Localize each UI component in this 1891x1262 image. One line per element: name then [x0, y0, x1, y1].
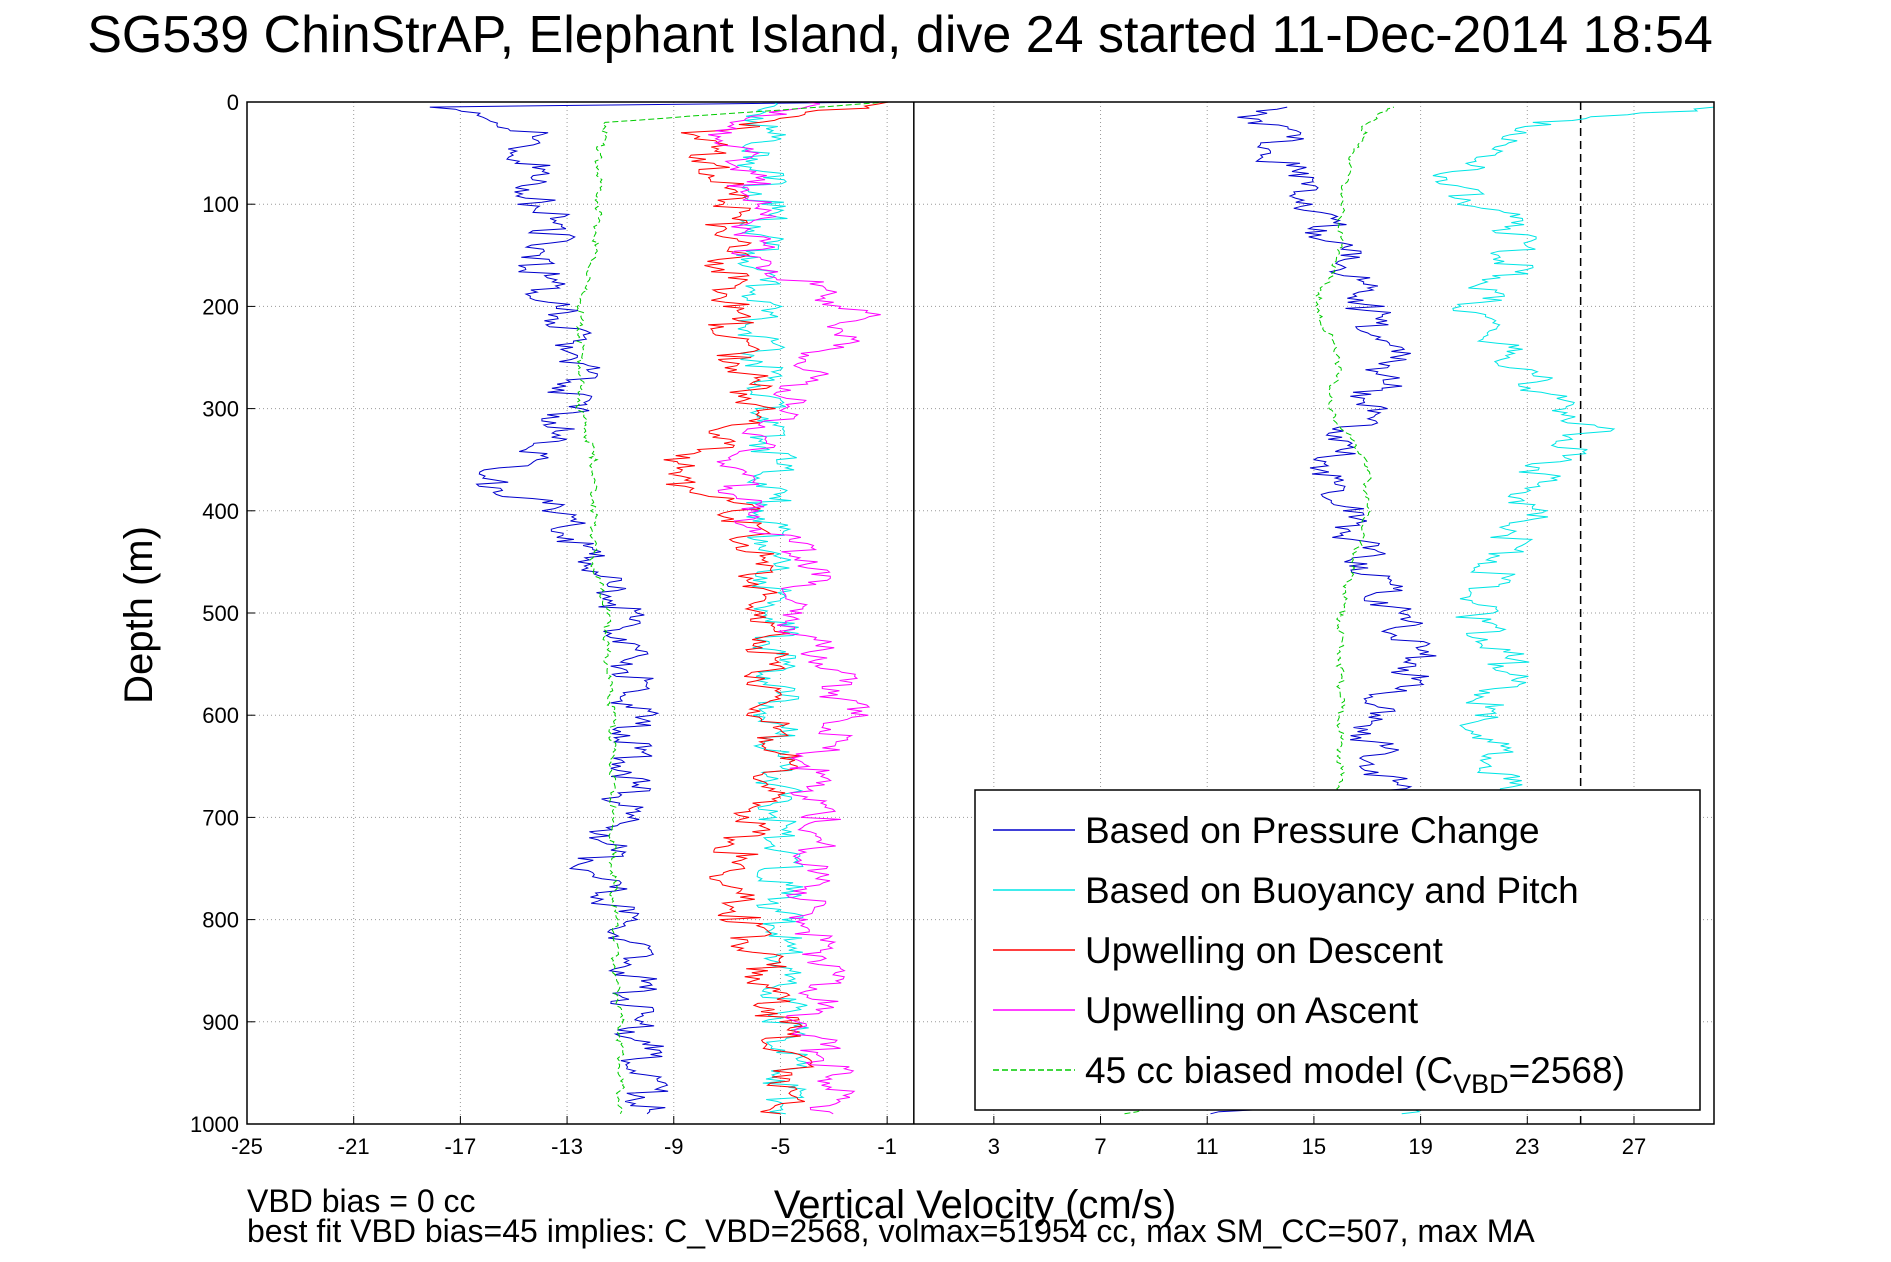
series-line — [575, 101, 888, 1115]
x-axis-label: Vertical Velocity (cm/s) — [774, 1183, 1176, 1227]
y-tick-label: 600 — [202, 703, 239, 728]
x-tick-label: -9 — [664, 1134, 684, 1159]
y-tick-label: 100 — [202, 192, 239, 217]
y-tick-label: 800 — [202, 908, 239, 933]
y-tick-label: 700 — [202, 805, 239, 830]
x-tick-label: -13 — [551, 1134, 583, 1159]
plot-area: -25 -21 -17 -13 -9 -5 -1 3 7 11 15 19 23 270100200300… — [190, 90, 1715, 1159]
x-tick-label: 19 — [1408, 1134, 1432, 1159]
x-tick-label: -17 — [444, 1134, 476, 1159]
x-tick-label: -25 — [231, 1134, 263, 1159]
annotation-vbd-bias: VBD bias = 0 cc — [247, 1183, 476, 1219]
y-tick-label: 0 — [227, 90, 239, 115]
series-line — [708, 101, 881, 1115]
chart-title: SG539 ChinStrAP, Elephant Island, dive 2… — [87, 6, 1713, 64]
x-tick-label: 23 — [1515, 1134, 1539, 1159]
series-line — [429, 101, 892, 1115]
x-tick-label: -21 — [338, 1134, 370, 1159]
annotation-best-fit: best fit VBD bias=45 implies: C_VBD=2568… — [247, 1213, 1535, 1249]
legend-label: Based on Pressure Change — [1085, 810, 1540, 851]
y-tick-label: 1000 — [190, 1112, 239, 1137]
x-tick-label: -1 — [877, 1134, 897, 1159]
y-tick-label: 400 — [202, 499, 239, 524]
legend-box — [974, 789, 1701, 1111]
x-tick-label: 11 — [1196, 1134, 1219, 1159]
y-tick-label: 500 — [202, 601, 239, 626]
series-line — [663, 101, 889, 1115]
y-tick-label: 300 — [202, 397, 239, 422]
x-tick-label: -5 — [771, 1134, 791, 1159]
legend-label: 45 cc biased model (CVBD=2568) — [1085, 1050, 1625, 1099]
y-tick-label: 200 — [202, 294, 239, 319]
y-axis-label: Depth (m) — [117, 526, 161, 704]
x-tick-label: 27 — [1622, 1134, 1646, 1159]
legend-label: Based on Buoyancy and Pitch — [1085, 870, 1579, 911]
legend-label: Upwelling on Ascent — [1085, 990, 1419, 1031]
y-tick-label: 900 — [202, 1010, 239, 1035]
legend-label: Upwelling on Descent — [1085, 930, 1444, 971]
x-tick-label: 7 — [1094, 1134, 1106, 1159]
x-tick-label: 3 — [988, 1134, 1000, 1159]
x-tick-label: 15 — [1302, 1134, 1326, 1159]
legend: Based on Pressure Change Based on Buoyanc… — [974, 789, 1701, 1111]
